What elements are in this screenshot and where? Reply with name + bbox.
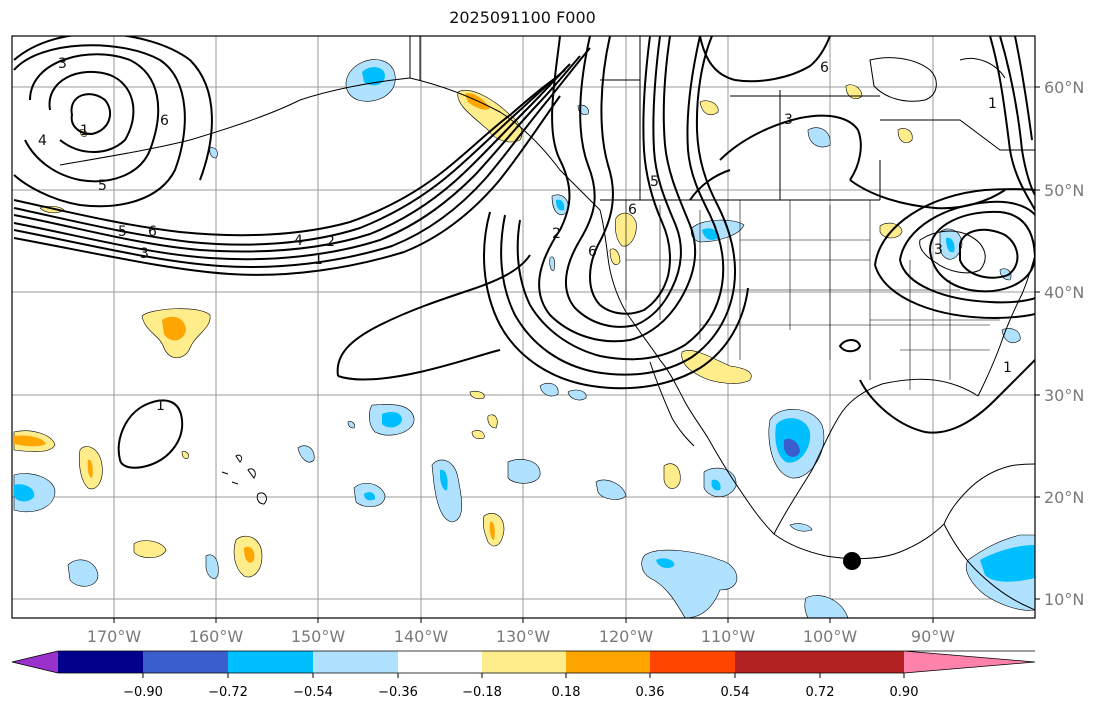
map-title: 2025091100 F000 <box>449 8 596 27</box>
contour-label: 2 <box>326 234 335 250</box>
lon-label: 130°W <box>496 627 551 646</box>
lon-label: 150°W <box>291 627 346 646</box>
colorbar-tick-label: 0.72 <box>806 685 835 700</box>
contour-label: 6 <box>628 202 637 218</box>
colorbar-segment <box>482 651 566 673</box>
colorbar-extend-left <box>12 651 58 673</box>
lon-label: 110°W <box>701 627 756 646</box>
lon-label: 160°W <box>189 627 244 646</box>
contour-label: 1 <box>156 398 165 414</box>
colorbar-tick-label: 0.90 <box>890 685 919 700</box>
contour-label: 3 <box>934 242 943 258</box>
lon-label: 100°W <box>803 627 858 646</box>
contour-label: 1 <box>80 123 89 139</box>
contour-label: 6 <box>148 224 157 240</box>
lat-label: 10°N <box>1044 590 1084 609</box>
contour-label: 3 <box>58 56 67 72</box>
contour-label: 4 <box>294 233 303 249</box>
state-borders <box>625 200 1000 390</box>
colorbar-segment <box>820 651 904 673</box>
contour-label: 5 <box>118 224 127 240</box>
colorbar-tick-label: −0.36 <box>378 685 418 700</box>
storm-center-marker <box>843 552 861 570</box>
lat-label: 30°N <box>1044 386 1084 405</box>
negative-shading <box>13 59 1035 618</box>
lon-label: 90°W <box>911 627 955 646</box>
lat-labels: 60°N 50°N 40°N 30°N 20°N 10°N <box>1044 78 1084 609</box>
lon-label: 170°W <box>87 627 142 646</box>
contour-label: 5 <box>98 178 107 194</box>
contour-label: 2 <box>552 226 561 242</box>
contour-label: 6 <box>820 60 829 76</box>
colorbar-tick-label: −0.18 <box>462 685 502 700</box>
colorbar-tick-label: −0.90 <box>123 685 163 700</box>
colorbar-segment <box>398 651 482 673</box>
contour-label: 6 <box>588 244 597 260</box>
lat-label: 40°N <box>1044 283 1084 302</box>
contour-label: 6 <box>160 113 169 129</box>
contour-value-labels: 3 4 5 6 1 5 6 4 3 1 2 5 6 2 6 3 6 1 3 1 … <box>38 56 1012 414</box>
hawaiian-islands <box>221 454 267 505</box>
colorbar-segment <box>566 651 650 673</box>
lon-labels: 170°W 160°W 150°W 140°W 130°W 120°W 110°… <box>87 627 955 646</box>
lat-label: 20°N <box>1044 488 1084 507</box>
colorbar-segment <box>650 651 735 673</box>
colorbar-tick-label: 0.18 <box>552 685 581 700</box>
lat-label: 50°N <box>1044 181 1084 200</box>
contour-label: 1 <box>1003 360 1012 376</box>
lat-label: 60°N <box>1044 78 1084 97</box>
colorbar-tick-label: 0.54 <box>721 685 750 700</box>
colorbar-tick-label: −0.72 <box>208 685 248 700</box>
contour-label: 1 <box>988 96 997 112</box>
lat-ticks <box>1035 86 1040 600</box>
lon-label: 120°W <box>599 627 654 646</box>
contour-label: 1 <box>314 252 323 268</box>
contour-lines <box>13 36 1035 469</box>
colorbar-tick-label: −0.54 <box>293 685 333 700</box>
colorbar-segment <box>228 651 313 673</box>
colorbar-segment <box>143 651 228 673</box>
contour-label: 4 <box>38 133 47 149</box>
colorbar-extend-right <box>904 651 1035 673</box>
colorbar-segment <box>313 651 398 673</box>
contour-label: 3 <box>784 112 793 128</box>
colorbar: −0.90 −0.72 −0.54 −0.36 −0.18 0.18 0.36 … <box>11 650 1036 700</box>
lon-label: 140°W <box>394 627 449 646</box>
gridlines <box>12 36 1035 618</box>
contour-label: 3 <box>140 246 149 262</box>
colorbar-segment <box>58 651 143 673</box>
lon-ticks <box>113 618 934 623</box>
positive-shading <box>13 84 913 578</box>
colorbar-tick-label: 0.36 <box>636 685 665 700</box>
contour-label: 5 <box>650 174 659 190</box>
colorbar-segment <box>735 651 820 673</box>
